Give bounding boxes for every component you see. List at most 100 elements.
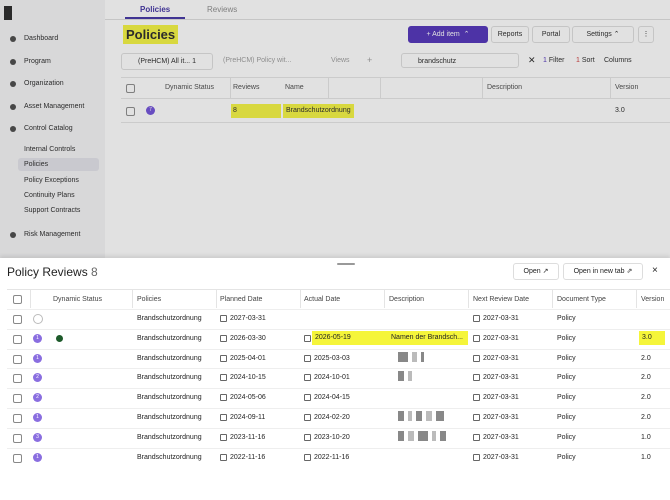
row-checkbox[interactable]: [13, 315, 22, 324]
cell[interactable]: 2024-10-15: [230, 374, 266, 382]
calendar-icon: [473, 414, 480, 421]
cell[interactable]: 2025-04-01: [230, 354, 266, 362]
cell[interactable]: 2027-03-31: [483, 414, 519, 421]
cell[interactable]: 2026-05-19: [312, 330, 386, 345]
cell[interactable]: 2027-03-31: [483, 453, 519, 461]
cell[interactable]: 2024-05-06: [230, 394, 266, 402]
reviews-cell[interactable]: 8: [231, 104, 281, 118]
tab[interactable]: Reviews: [207, 5, 238, 14]
nav-sub-item[interactable]: Continuity Plans: [24, 191, 75, 199]
cell[interactable]: Brandschutzordnung: [137, 394, 202, 402]
cell[interactable]: Policy: [557, 374, 576, 382]
row-checkbox[interactable]: [13, 374, 22, 384]
cell[interactable]: 2.0: [641, 394, 651, 402]
cell[interactable]: 2024-04-15: [314, 394, 350, 402]
blurred-text: [408, 371, 412, 382]
cell[interactable]: Brandschutzordnung: [137, 334, 202, 342]
cell[interactable]: 2027-03-31: [483, 354, 519, 362]
status-badge: 3: [33, 432, 42, 442]
settings-button[interactable]: Settings ⌃: [572, 26, 634, 43]
name-cell[interactable]: Brandschutzordnung: [283, 104, 354, 118]
row-checkbox[interactable]: [13, 394, 22, 404]
view-tab[interactable]: (PreHCM) Policy wit...: [223, 57, 292, 64]
nav-item[interactable]: Dashboard: [24, 35, 59, 42]
cell[interactable]: 2024-10-01: [314, 374, 350, 382]
columns-button[interactable]: Columns: [604, 57, 632, 64]
open-new-tab-button[interactable]: Open in new tab ⇗: [563, 263, 643, 280]
close-button[interactable]: ×: [652, 265, 658, 276]
portal-button[interactable]: Portal: [532, 26, 570, 43]
nav-item[interactable]: Control Catalog: [24, 125, 73, 132]
cell[interactable]: Policy: [557, 453, 576, 461]
row-divider: [7, 309, 670, 310]
drag-handle[interactable]: [337, 263, 355, 265]
cell[interactable]: 1.0: [641, 433, 651, 441]
checkbox[interactable]: [126, 84, 135, 93]
cell[interactable]: 1.0: [641, 453, 651, 461]
search-input[interactable]: brandschutz: [401, 53, 519, 68]
checkbox[interactable]: [126, 107, 135, 116]
cell[interactable]: 2022-11-16: [230, 453, 266, 461]
cell[interactable]: Brandschutzordnung: [137, 433, 202, 441]
more-button[interactable]: ⋮: [638, 26, 654, 43]
cell[interactable]: 2025-03-03: [314, 354, 350, 362]
nav-item[interactable]: Program: [24, 57, 51, 65]
add-item-button[interactable]: + Add item ⌃: [408, 26, 488, 43]
open-button[interactable]: Open ↗: [513, 263, 559, 280]
sort-button[interactable]: 1 Sort: [576, 57, 595, 64]
nav-sub-item[interactable]: Policies: [24, 161, 49, 169]
cell[interactable]: 2027-03-31: [483, 374, 519, 382]
row-checkbox[interactable]: [13, 414, 22, 423]
calendar-icon: [473, 374, 480, 382]
cell[interactable]: 2024-09-11: [230, 414, 266, 421]
cell[interactable]: 2024-02-20: [314, 414, 350, 421]
row-checkbox[interactable]: [13, 334, 22, 344]
view-tab[interactable]: (PreHCM) All it... 1: [121, 53, 213, 70]
cell[interactable]: 2023-11-16: [230, 433, 266, 441]
reports-button[interactable]: Reports: [491, 26, 529, 43]
cell[interactable]: Brandschutzordnung: [137, 315, 202, 322]
cell[interactable]: Policy: [557, 414, 576, 421]
add-view[interactable]: +: [367, 55, 373, 65]
nav-item[interactable]: Risk Management: [24, 231, 81, 238]
cell[interactable]: 2027-03-31: [483, 315, 519, 322]
cell[interactable]: 2027-03-31: [483, 433, 519, 441]
cell[interactable]: Policy: [557, 354, 576, 362]
cell[interactable]: Brandschutzordnung: [137, 414, 202, 421]
cell[interactable]: Policy: [557, 334, 576, 342]
cell[interactable]: Namen der Brandsch...: [386, 330, 468, 345]
cell[interactable]: 2026-03-30: [230, 334, 266, 342]
tab[interactable]: Policies: [140, 5, 171, 14]
cell[interactable]: 2.0: [641, 354, 651, 362]
cell[interactable]: 2027-03-31: [230, 315, 266, 322]
row-checkbox[interactable]: [13, 453, 22, 463]
divider: [121, 122, 670, 123]
views-button[interactable]: Views: [331, 57, 350, 64]
cell[interactable]: Brandschutzordnung: [137, 374, 202, 382]
cell[interactable]: 2.0: [641, 414, 651, 421]
row-checkbox[interactable]: [13, 433, 22, 443]
nav-icon: [10, 232, 16, 238]
cell[interactable]: Policy: [557, 315, 576, 322]
row-checkbox[interactable]: [13, 354, 22, 364]
title: Policy Reviews: [7, 265, 88, 279]
nav-sub-item[interactable]: Internal Controls: [24, 146, 76, 153]
cell[interactable]: Brandschutzordnung: [137, 453, 202, 461]
nav-sub-item[interactable]: Support Contracts: [24, 207, 81, 215]
cell[interactable]: 2022-11-16: [314, 453, 350, 461]
filter-button[interactable]: 1 Filter: [543, 57, 564, 64]
bottom-panel: Policy Reviews 8 Open ↗ Open in new tab …: [0, 258, 670, 500]
nav-item[interactable]: Asset Management: [24, 102, 85, 110]
cell[interactable]: 3.0: [639, 330, 665, 345]
clear-search[interactable]: ✕: [528, 55, 536, 65]
nav-item[interactable]: Organization: [24, 80, 64, 87]
nav-sub-item[interactable]: Policy Exceptions: [24, 176, 79, 184]
cell[interactable]: 2027-03-31: [483, 334, 519, 342]
cell[interactable]: Policy: [557, 433, 576, 441]
cell[interactable]: 2023-10-20: [314, 433, 350, 441]
cell[interactable]: Brandschutzordnung: [137, 354, 202, 362]
cell[interactable]: 2.0: [641, 374, 651, 382]
cell[interactable]: 2027-03-31: [483, 394, 519, 402]
cell[interactable]: Policy: [557, 394, 576, 402]
